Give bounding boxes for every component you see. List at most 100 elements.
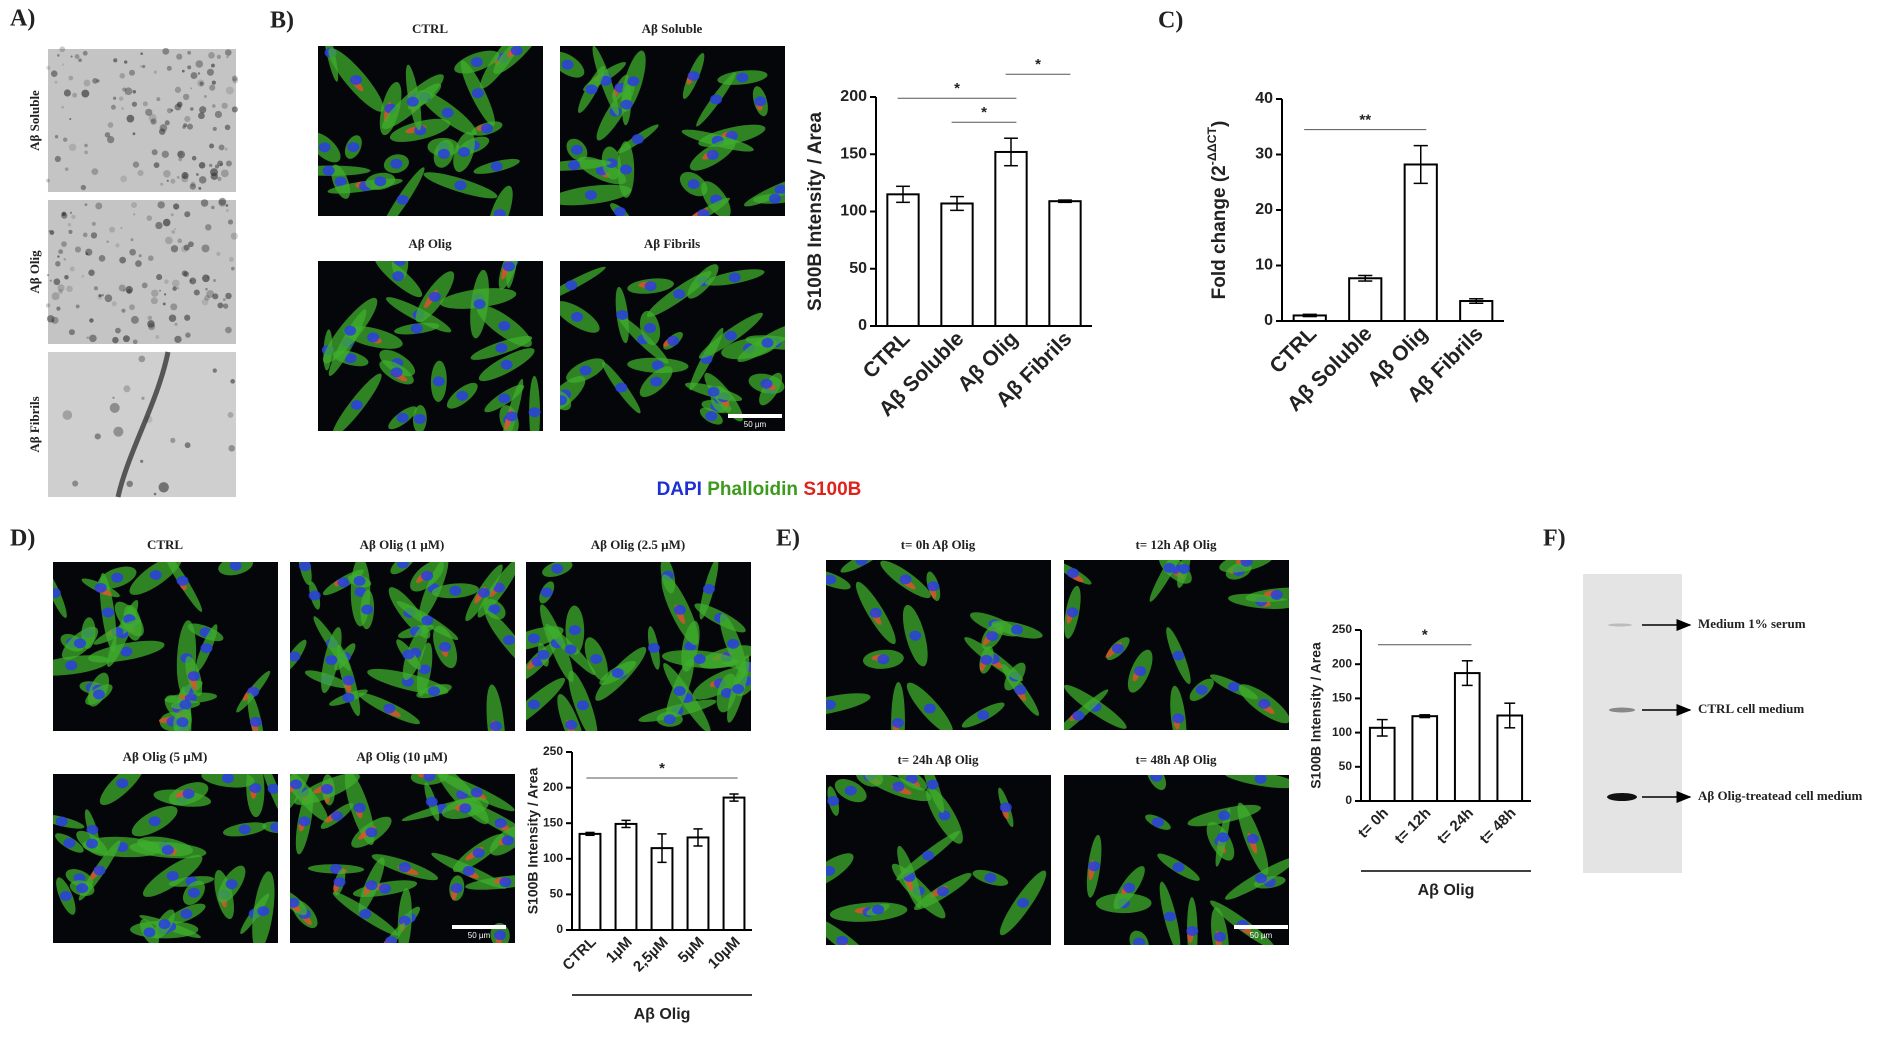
nucleus [826,699,836,710]
tem-speck [187,65,192,70]
tem-speck [211,63,215,68]
tem-speck [224,49,232,56]
nucleus [423,774,436,782]
tem-speck [138,254,142,258]
panel-label: A) [10,6,35,32]
nucleus [1111,643,1124,654]
nucleus [385,936,398,943]
nucleus [321,784,334,795]
tem-speck [61,241,67,247]
tem-speck [94,433,101,440]
nucleus [732,683,745,694]
micrograph [826,775,1051,945]
nucleus [93,865,106,876]
nucleus [616,309,629,320]
tem-speck [150,297,158,305]
tem-speck [132,132,136,136]
tem-speck [174,86,182,93]
tem-speck [177,287,180,290]
bar [886,193,920,327]
nucleus [1088,861,1101,872]
tem-speck [81,275,85,278]
tem-speck [170,245,179,253]
tem-speck [199,106,207,114]
nucleus [490,161,503,172]
y-axis-label: Fold change (2-ΔΔCT) [1205,121,1230,300]
nucleus [462,865,475,876]
tem-speck [115,243,120,248]
y-tick-label: 250 [543,744,563,758]
nucleus [176,717,189,728]
nucleus [120,646,133,657]
nucleus [331,810,344,821]
tem-speck [120,227,123,230]
tem-speck [155,335,160,339]
micrograph [53,774,278,943]
nucleus [333,877,346,888]
tem-speck [206,68,214,76]
nucleus [1195,684,1208,695]
legend-dapi: DAPI [657,479,702,500]
nucleus [53,587,61,598]
nucleus [505,411,518,422]
tem-speck [121,308,126,313]
nucleus [1010,624,1023,635]
tem-speck [58,249,64,255]
nucleus [1123,882,1136,893]
tem-speck [119,256,127,264]
bar [940,202,974,327]
tem-speck [120,175,128,183]
nucleus [720,687,733,698]
tem-speck [181,270,188,277]
nucleus [390,367,403,378]
nucleus [229,562,242,571]
nucleus [1254,775,1267,784]
tem-speck [174,227,177,230]
error-bar [1376,718,1388,737]
nucleus [1172,862,1185,873]
cells [826,775,1047,945]
tem-speck [107,136,115,144]
tem-speck [112,96,117,100]
nucleus [432,376,445,387]
cells [290,774,515,943]
tem-speck [59,46,66,53]
tem-speck [129,248,136,256]
nucleus [454,180,467,191]
nucleus [499,877,512,888]
tem-speck [196,173,199,176]
tem-speck [137,169,144,177]
nucleus [187,671,200,682]
nucleus [565,280,578,291]
tem-speck [184,442,191,449]
nucleus [760,378,773,389]
legend-phalloidin: Phalloidin [707,479,798,500]
nucleus [267,783,278,794]
nucleus [449,585,462,596]
tem-speck [170,109,174,112]
tem-speck [176,53,183,60]
nucleus [537,649,550,660]
y-tick-label: 200 [543,780,563,794]
y-tick-label: 150 [1332,691,1352,705]
tem-speck [222,303,229,309]
nucleus [148,816,161,827]
y-tick-label: 150 [543,815,563,829]
tem-speck [98,294,102,298]
tem-speck [148,255,154,261]
y-axis-label-part: -ΔΔCT [1205,127,1219,166]
nucleus [406,96,419,107]
tem-speck [177,151,183,157]
nucleus [249,716,262,727]
micrograph [560,46,785,216]
scale-bar [452,925,506,929]
tem-speck [183,244,190,251]
tem-speck [153,162,160,168]
tem-speck [110,104,116,110]
blot-membrane [1583,574,1682,873]
tem-speck [209,163,213,167]
tem-speck [184,211,191,218]
nucleus [1227,681,1240,692]
tem-speck [67,222,72,227]
tem-speck [198,112,205,120]
